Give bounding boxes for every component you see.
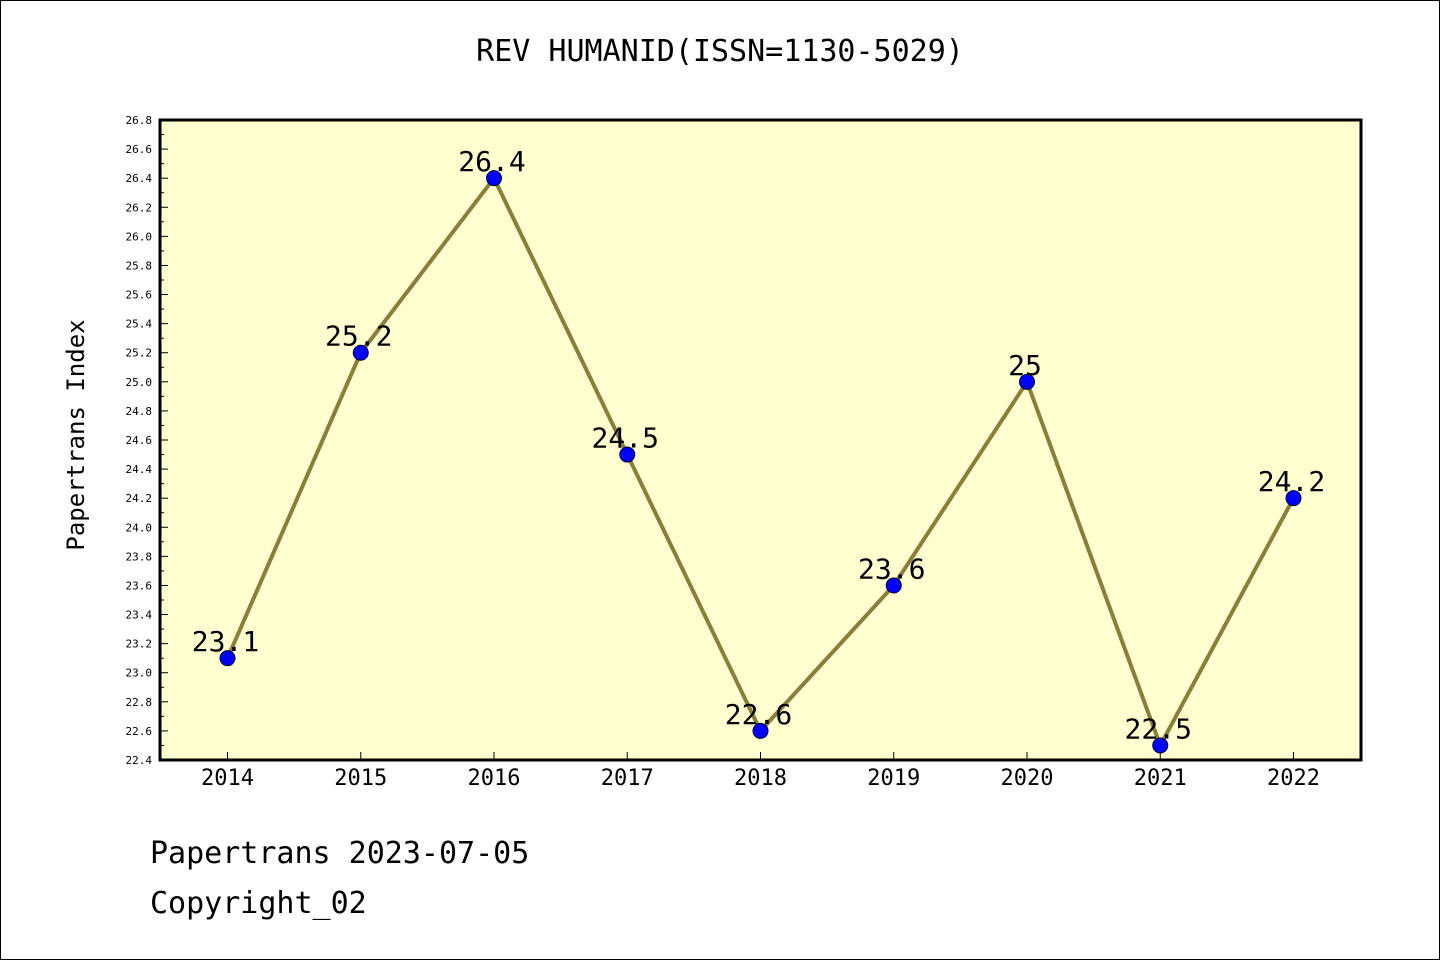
data-label: 25 — [1008, 349, 1042, 382]
y-axis-label: Papertrans Index — [62, 319, 90, 550]
data-point — [752, 722, 769, 739]
y-tick-label: 23.8 — [126, 550, 153, 563]
y-tick-label: 25.0 — [126, 376, 153, 389]
y-tick-label: 26.8 — [126, 114, 153, 127]
data-label: 23.1 — [192, 625, 259, 658]
x-tick-label: 2016 — [468, 766, 521, 791]
data-label: 24.2 — [1258, 465, 1325, 498]
x-tick-label: 2018 — [734, 766, 787, 791]
y-tick-label: 25.2 — [126, 347, 153, 360]
data-label: 22.5 — [1125, 712, 1192, 745]
y-tick-label: 25.6 — [126, 289, 153, 302]
data-label: 25.2 — [325, 320, 392, 353]
y-tick-label: 26.2 — [126, 201, 153, 214]
x-tick-label: 2019 — [867, 766, 920, 791]
y-tick-label: 24.6 — [126, 434, 153, 447]
data-label: 24.5 — [592, 422, 659, 455]
x-tick-label: 2017 — [601, 766, 654, 791]
x-tick-label: 2015 — [334, 766, 387, 791]
data-point — [486, 170, 502, 187]
x-axis: 2014 2015 2016 2017 2018 2019 2020 2021 2022 — [201, 752, 1320, 791]
y-tick-label: 26.0 — [126, 230, 153, 243]
x-tick-label: 2022 — [1267, 766, 1320, 791]
data-point — [619, 446, 636, 463]
plot-area — [158, 118, 1363, 762]
y-tick-label: 23.2 — [126, 638, 153, 651]
data-label: 23.6 — [858, 552, 925, 585]
series-layer: 23.1 25.2 26.4 24.5 22.6 23.6 25 22.5 24.2 — [192, 145, 1325, 754]
data-label: 22.6 — [725, 698, 792, 731]
y-tick-label: 22.6 — [126, 725, 153, 738]
footer-date: Papertrans 2023-07-05 — [150, 836, 530, 871]
x-tick-label: 2014 — [201, 766, 254, 791]
y-tick-label: 26.4 — [126, 172, 153, 185]
y-tick-label: 22.4 — [126, 754, 153, 767]
chart-title: REV HUMANID(ISSN=1130-5029) — [476, 34, 964, 69]
y-tick-label: 25.8 — [126, 259, 153, 272]
data-point — [352, 344, 369, 361]
y-tick-label: 24.4 — [126, 463, 153, 476]
data-point — [219, 650, 236, 667]
data-point — [1019, 373, 1035, 390]
data-point — [1285, 490, 1302, 507]
y-tick-label: 22.8 — [126, 696, 153, 709]
data-label: 26.4 — [458, 145, 525, 178]
y-tick-label: 23.0 — [126, 667, 153, 680]
y-axis: 22.4 22.6 22.8 23.0 23.2 23.4 23.6 23.8 24.0 24.2… — [126, 114, 168, 767]
x-tick-label: 2020 — [1001, 766, 1054, 791]
y-tick-label: 25.4 — [126, 318, 153, 331]
x-tick-label: 2021 — [1134, 766, 1187, 791]
footer-copyright: Copyright_02 — [150, 886, 367, 921]
y-tick-label: 23.4 — [126, 609, 153, 622]
data-point — [885, 577, 902, 594]
y-tick-label: 23.6 — [126, 579, 153, 592]
y-tick-label: 24.2 — [126, 492, 153, 505]
y-tick-label: 24.8 — [126, 405, 153, 418]
y-tick-label: 24.0 — [126, 521, 153, 534]
data-point — [1152, 737, 1169, 754]
y-tick-label: 26.6 — [126, 143, 153, 156]
